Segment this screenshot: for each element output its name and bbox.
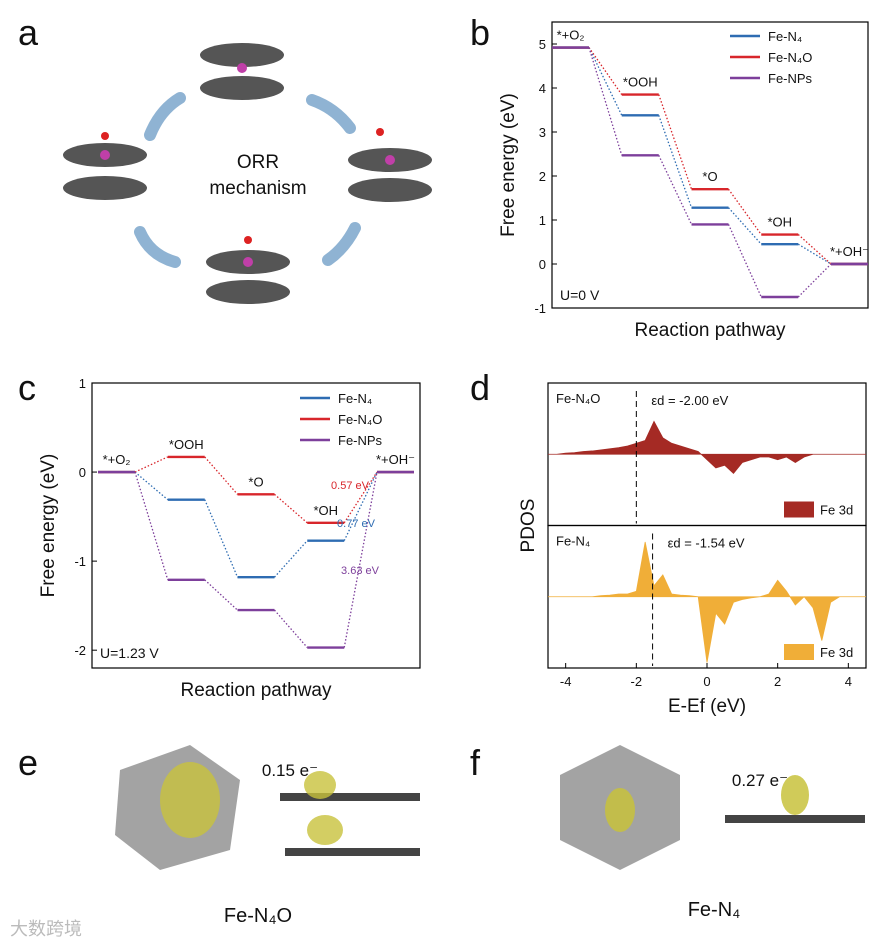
annotation: 0.57 eV — [331, 480, 370, 492]
watermark: 大数跨境 — [10, 919, 82, 939]
structure-label: Fe-N₄ — [688, 899, 741, 921]
y-tick-label: 0 — [539, 257, 546, 272]
axes-frame — [551, 21, 869, 309]
connector — [588, 47, 623, 156]
mechanism-title: mechanism — [209, 178, 306, 199]
step-label: *OH — [313, 503, 338, 518]
y-tick-label: 5 — [539, 37, 546, 52]
charge-transfer: 0.27 e⁻ — [732, 771, 788, 790]
step-label: *+O₂ — [557, 28, 585, 43]
connector — [797, 263, 832, 298]
step-label: *+OH⁻ — [376, 452, 415, 467]
molecule — [63, 132, 147, 200]
connector — [588, 47, 623, 116]
step-label: *OOH — [169, 437, 204, 452]
connector — [728, 207, 762, 245]
annotation: 3.63 eV — [341, 565, 380, 577]
x-tick-label: -2 — [631, 674, 643, 689]
panel-label: c — [18, 367, 36, 408]
note: U=1.23 V — [100, 645, 159, 661]
panel-label: f — [470, 742, 481, 783]
d-band-label: εd = -1.54 eV — [668, 536, 745, 551]
x-tick-label: -4 — [560, 674, 572, 689]
y-tick-label: 0 — [79, 465, 86, 480]
connector — [658, 115, 693, 208]
molecule — [206, 236, 290, 304]
connector — [797, 234, 832, 265]
d-band-label: εd = -2.00 eV — [651, 393, 728, 408]
connector — [727, 224, 762, 298]
annotation: 0.77 eV — [337, 518, 376, 530]
connector — [274, 609, 308, 648]
legend-swatch — [784, 644, 814, 660]
legend-label: Fe 3d — [820, 645, 853, 660]
y-tick-label: -2 — [74, 643, 86, 658]
connector — [343, 471, 378, 541]
panel-label: a — [18, 12, 39, 53]
connector — [658, 155, 693, 225]
note: U=0 V — [560, 287, 600, 303]
panel-label: b — [470, 12, 490, 53]
legend-label: Fe-NPs — [338, 433, 383, 448]
x-axis-label: E-Ef (eV) — [668, 696, 746, 717]
step-label: *O — [248, 474, 263, 489]
x-axis-label: Reaction pathway — [180, 680, 332, 701]
y-tick-label: -1 — [74, 554, 86, 569]
structure-label: Fe-N₄O — [224, 905, 292, 927]
step-label: *+O₂ — [103, 452, 131, 467]
y-axis-label: Free energy (eV) — [498, 93, 519, 237]
charge-art — [115, 745, 865, 870]
connector — [588, 47, 623, 95]
panel-name: Fe-N₄ — [556, 534, 590, 549]
axes-frame — [91, 382, 421, 669]
panel-label: e — [18, 742, 38, 783]
connector — [134, 456, 169, 473]
y-tick-label: 3 — [539, 125, 546, 140]
x-axis-label: Reaction pathway — [634, 320, 786, 341]
connector — [343, 471, 378, 524]
connector — [134, 471, 169, 581]
y-tick-label: 1 — [539, 213, 546, 228]
connector — [797, 243, 832, 265]
y-axis-label: Free energy (eV) — [38, 454, 59, 598]
step-label: *OOH — [623, 75, 658, 90]
x-tick-label: 4 — [845, 674, 852, 689]
y-tick-label: 4 — [539, 81, 546, 96]
molecule — [348, 128, 432, 202]
mechanism-title: ORR — [237, 152, 279, 173]
molecule — [200, 43, 284, 100]
step-label: *+OH⁻ — [830, 244, 869, 259]
y-axis-label: PDOS — [518, 499, 539, 553]
y-tick-label: -1 — [534, 301, 546, 316]
step-label: *OH — [767, 215, 792, 230]
x-tick-label: 0 — [703, 674, 710, 689]
connector — [274, 540, 308, 578]
pdos-area — [548, 541, 866, 663]
pdos-area — [548, 420, 866, 475]
connector — [204, 499, 239, 578]
x-tick-label: 2 — [774, 674, 781, 689]
connector — [134, 471, 169, 501]
step-label: *O — [702, 169, 717, 184]
legend-label: Fe-N₄O — [338, 412, 382, 427]
connector — [727, 188, 762, 235]
legend-label: Fe-NPs — [768, 71, 813, 86]
legend-label: Fe 3d — [820, 503, 853, 518]
cycle-arrows — [134, 92, 361, 268]
connector — [204, 579, 238, 611]
panel-label: d — [470, 367, 490, 408]
legend-swatch — [784, 501, 814, 518]
panel-name: Fe-N₄O — [556, 391, 600, 406]
y-tick-label: 1 — [79, 376, 86, 391]
y-tick-label: 2 — [539, 169, 546, 184]
mechanism-art — [63, 43, 432, 304]
charge-transfer: 0.15 e⁻ — [262, 761, 318, 780]
legend-label: Fe-N₄O — [768, 50, 812, 65]
legend-label: Fe-N₄ — [338, 391, 372, 406]
connector — [204, 456, 238, 495]
legend-label: Fe-N₄ — [768, 29, 802, 44]
connector — [658, 94, 693, 190]
connector — [274, 493, 308, 524]
